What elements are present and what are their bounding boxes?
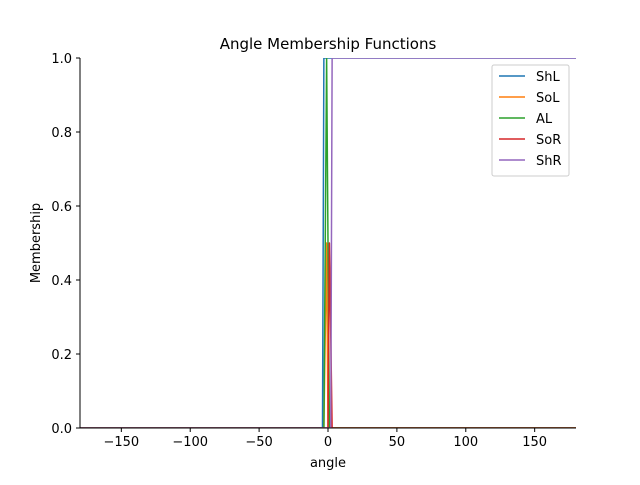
y-tick-label: 0.2 — [51, 348, 72, 363]
x-tick-label: −150 — [103, 435, 139, 450]
y-tick-label: 1.0 — [51, 52, 72, 67]
y-tick-label: 0.6 — [51, 200, 72, 215]
series-line-sor — [80, 242, 576, 428]
y-tick-label: 0.4 — [51, 274, 72, 289]
series-layer — [80, 58, 576, 428]
legend-label: ShL — [536, 70, 560, 85]
x-tick-label: −50 — [245, 435, 272, 450]
axes-layer: −150 −100 −50 0 50 100 150 0.0 0.2 0.4 0.6 0.8 1.0 — [51, 52, 576, 450]
legend-label: AL — [536, 112, 553, 127]
x-tick-label: 100 — [453, 435, 478, 450]
series-line-sol — [80, 242, 576, 428]
y-tick-label: 0.8 — [51, 126, 72, 141]
series-line-shl — [80, 58, 576, 428]
x-tick-label: 150 — [522, 435, 547, 450]
x-tick-label: 50 — [389, 435, 406, 450]
x-tick-label: 0 — [324, 435, 332, 450]
legend: ShL SoL AL SoR ShR — [491, 64, 570, 177]
x-axis-title: angle — [310, 456, 346, 471]
legend-box — [491, 64, 570, 177]
legend-label: ShR — [536, 154, 562, 169]
legend-label: SoR — [536, 133, 561, 148]
legend-label: SoL — [536, 91, 560, 106]
chart-title: Angle Membership Functions — [220, 35, 437, 53]
x-tick-label: −100 — [172, 435, 208, 450]
series-line-shr — [80, 58, 576, 428]
y-tick-label: 0.0 — [51, 422, 72, 437]
y-axis-title: Membership — [29, 203, 44, 283]
